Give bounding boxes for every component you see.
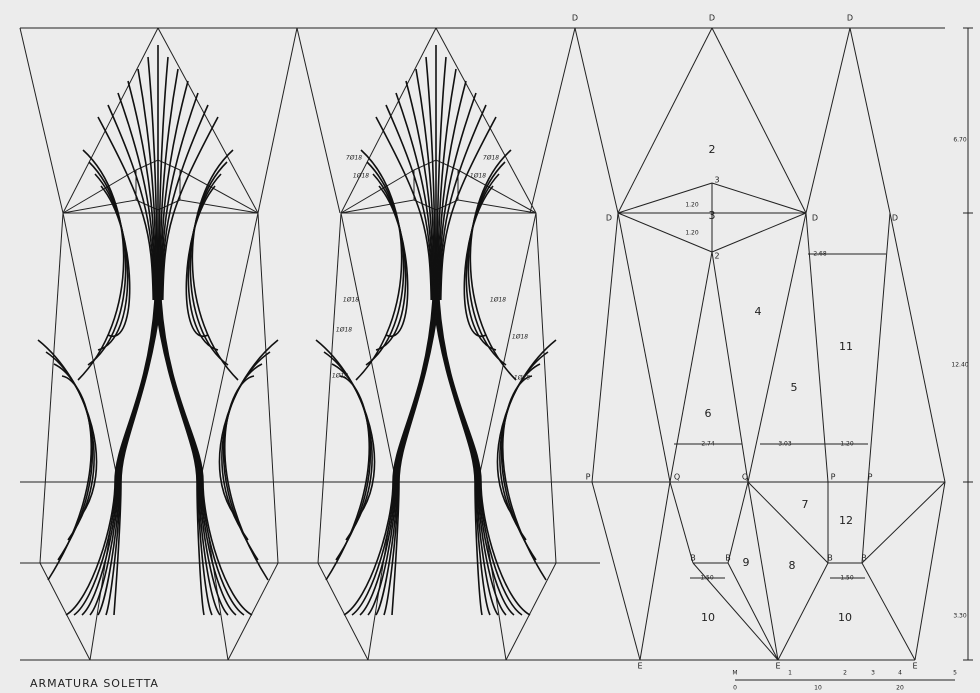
points-label: D	[847, 14, 853, 23]
regions-label: 12	[839, 514, 853, 527]
rebar-label: 1Ø18	[470, 173, 486, 180]
dimensions-label: 12.40	[951, 362, 968, 369]
points-label: D	[709, 14, 715, 23]
points-label: E	[637, 662, 642, 671]
dimensions-label: 3.03	[778, 441, 792, 448]
scale_top-label: 2	[843, 670, 847, 677]
scale_bottom-label: 20	[896, 685, 904, 692]
scale_top-label: 3	[871, 670, 875, 677]
drawing: DDDDDD32PQQPPBBBBEEE23456789101011121.20…	[0, 0, 980, 693]
rebar-label: 1Ø18	[490, 297, 506, 304]
rebar-label: 7Ø18	[346, 155, 362, 162]
background	[0, 0, 980, 693]
regions-label: 11	[839, 340, 853, 353]
regions-label: 4	[755, 305, 762, 318]
dimensions-label: 1.20	[685, 230, 699, 237]
dimensions-label: 1.20	[840, 441, 854, 448]
points-label: B	[827, 554, 833, 563]
rebar-label: 1Ø18	[332, 373, 348, 380]
dimensions-label: 1.50	[840, 575, 854, 582]
scale_top-label: 4	[898, 670, 902, 677]
regions-label: 9	[743, 556, 750, 569]
rebar-label: 1Ø18	[353, 173, 369, 180]
regions-label: 5	[791, 381, 798, 394]
regions-label: 10	[701, 611, 715, 624]
points-label: D	[572, 14, 578, 23]
dimensions-label: 2.74	[701, 441, 715, 448]
points-label: E	[912, 662, 917, 671]
scale_top-label: M	[732, 670, 737, 677]
points-label: P	[586, 473, 591, 482]
points-label: B	[725, 554, 731, 563]
points-label: E	[775, 662, 780, 671]
rebar-label: 1Ø18	[512, 334, 528, 341]
scale_top-label: 5	[953, 670, 957, 677]
points-label: B	[861, 554, 867, 563]
dimensions-label: 6.70	[953, 137, 967, 144]
regions-label: 3	[709, 209, 716, 222]
points-label: 2	[714, 252, 719, 261]
drawing-title: ARMATURA SOLETTA	[30, 677, 159, 690]
scale_top-label: 1	[788, 670, 792, 677]
scale_bottom-label: 10	[814, 685, 822, 692]
regions-label: 6	[705, 407, 712, 420]
points-label: P	[868, 473, 873, 482]
scale_bottom-label: 0	[733, 685, 737, 692]
rebar-label: 1Ø18	[336, 327, 352, 334]
points-label: D	[812, 214, 818, 223]
dimensions-label: 1.20	[685, 202, 699, 209]
rebar-label: 1Ø18	[514, 375, 530, 382]
points-label: Q	[674, 473, 680, 482]
points-label: D	[892, 214, 898, 223]
points-label: B	[690, 554, 696, 563]
regions-label: 7	[802, 498, 809, 511]
dimensions-label: 1.50	[700, 575, 714, 582]
regions-label: 8	[789, 559, 796, 572]
points-label: P	[831, 473, 836, 482]
rebar-label: 1Ø18	[343, 297, 359, 304]
points-label: Q	[742, 473, 748, 482]
regions-label: 2	[709, 143, 716, 156]
points-label: 3	[714, 176, 719, 185]
rebar-label: 7Ø18	[483, 155, 499, 162]
regions-label: 10	[838, 611, 852, 624]
points-label: D	[606, 214, 612, 223]
dimensions-label: 2.68	[813, 251, 827, 258]
dimensions-label: 3.30	[953, 613, 967, 620]
